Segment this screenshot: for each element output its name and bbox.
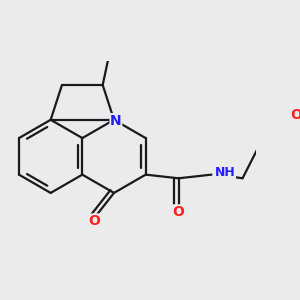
Text: O: O bbox=[88, 214, 100, 228]
Text: NH: NH bbox=[214, 166, 236, 178]
Text: O: O bbox=[172, 205, 184, 219]
Text: N: N bbox=[110, 114, 122, 128]
Text: O: O bbox=[290, 107, 300, 122]
